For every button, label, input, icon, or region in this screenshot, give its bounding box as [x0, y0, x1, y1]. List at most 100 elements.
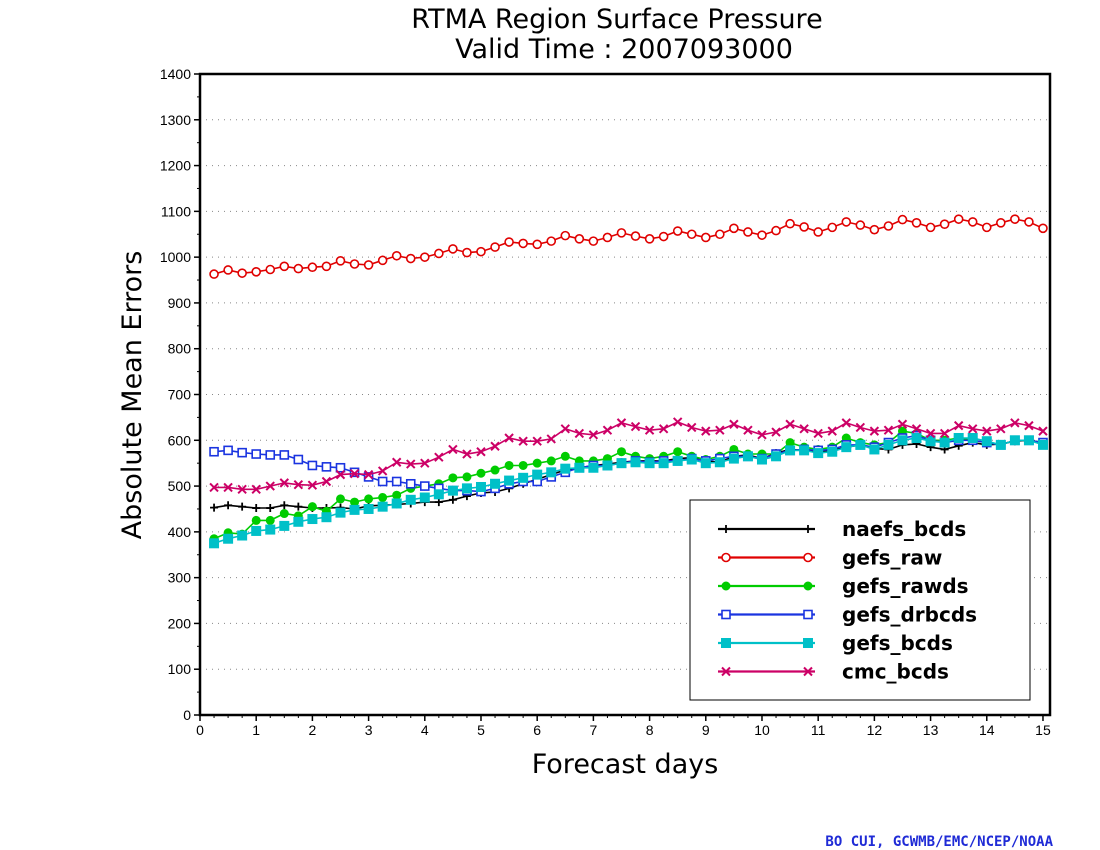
open-circle-marker	[757, 230, 767, 240]
x-marker	[574, 428, 585, 439]
filled-square-marker	[981, 436, 992, 447]
x-marker	[265, 481, 275, 491]
x-marker	[462, 449, 472, 459]
filled-square-marker	[883, 439, 894, 450]
x-tick-label: 6	[533, 722, 541, 738]
y-tick-label: 800	[168, 341, 192, 357]
open-circle-marker	[729, 223, 739, 234]
legend-label: cmc_bcds	[842, 660, 949, 684]
x-tick-label: 10	[754, 722, 770, 738]
open-circle-marker	[574, 234, 585, 244]
x-tick-label: 1	[252, 722, 260, 738]
x-tick-label: 15	[1035, 722, 1051, 738]
open-square-marker	[803, 609, 813, 620]
plus-marker	[804, 525, 812, 533]
x-marker	[1038, 426, 1048, 436]
legend-item: gefs_raw	[718, 546, 942, 570]
y-tick-label: 200	[168, 615, 192, 631]
filled-circle-marker	[364, 494, 374, 504]
plus-marker	[210, 503, 219, 512]
x-marker	[391, 457, 402, 467]
y-tick-label: 1100	[161, 203, 191, 219]
open-circle-marker	[616, 228, 627, 238]
x-tick-label: 13	[923, 722, 939, 738]
x-marker	[223, 482, 233, 493]
filled-square-marker	[532, 469, 543, 480]
filled-square-marker	[349, 504, 360, 515]
filled-square-marker	[279, 520, 290, 531]
open-circle-marker	[672, 226, 683, 236]
open-circle-marker	[996, 218, 1006, 228]
filled-square-marker	[630, 457, 641, 468]
filled-square-marker	[803, 638, 813, 648]
open-circle-marker	[869, 224, 880, 235]
x-marker	[546, 434, 556, 444]
open-circle-marker	[546, 236, 557, 246]
plus-marker	[266, 504, 275, 513]
plus-marker	[722, 525, 730, 533]
open-circle-marker	[251, 266, 261, 277]
x-tick-label: 9	[702, 722, 710, 738]
open-square-marker	[223, 445, 233, 456]
x-marker	[237, 484, 247, 494]
open-circle-marker	[279, 261, 290, 272]
open-square-marker	[321, 462, 332, 472]
plus-marker	[252, 504, 261, 513]
open-circle-marker	[419, 252, 430, 262]
open-circle-marker	[349, 259, 360, 269]
filled-circle-marker	[378, 493, 388, 503]
filled-square-marker	[841, 442, 852, 453]
filled-square-marker	[714, 457, 725, 468]
filled-square-marker	[363, 503, 374, 514]
x-marker	[785, 419, 795, 429]
filled-square-marker	[644, 458, 655, 469]
open-circle-marker	[897, 214, 908, 225]
y-tick-label: 300	[168, 570, 192, 586]
open-circle-marker	[925, 222, 936, 233]
filled-square-marker	[658, 458, 669, 469]
x-tick-label: 7	[589, 722, 597, 738]
open-square-marker	[721, 609, 731, 620]
series-line	[213, 218, 1044, 275]
open-circle-marker	[335, 256, 346, 266]
y-tick-label: 900	[168, 295, 192, 311]
filled-square-marker	[869, 444, 880, 455]
filled-square-marker	[419, 492, 430, 503]
open-circle-marker	[223, 265, 233, 275]
open-square-marker	[279, 450, 290, 460]
filled-circle-marker	[532, 458, 542, 468]
x-marker	[757, 430, 767, 440]
filled-square-marker	[1023, 435, 1034, 446]
x-marker	[448, 444, 458, 455]
filled-square-marker	[995, 439, 1006, 450]
filled-square-marker	[1037, 439, 1048, 450]
open-circle-marker	[518, 238, 528, 249]
filled-square-marker	[560, 463, 571, 474]
open-circle-marker	[644, 234, 655, 244]
x-marker	[251, 484, 261, 494]
x-marker	[743, 425, 753, 435]
x-marker	[771, 427, 781, 437]
legend-label: naefs_bcds	[842, 517, 966, 541]
filled-square-marker	[827, 446, 838, 457]
open-circle-marker	[588, 236, 599, 246]
credit-text: BO CUI, GCWMB/EMC/NCEP/NOAA	[825, 834, 1053, 850]
open-square-marker	[377, 476, 388, 487]
y-axis: 0 100 200 300 400 500 600 700 800 900 1000 1100 1200…	[160, 66, 200, 723]
series-gefs-bcds	[209, 432, 1048, 549]
open-square-marker	[209, 446, 219, 457]
series-cmc-bcds	[209, 417, 1048, 494]
open-circle-marker	[939, 219, 950, 229]
open-circle-marker	[1010, 214, 1020, 224]
filled-square-marker	[799, 445, 810, 456]
filled-circle-marker	[392, 490, 402, 500]
open-circle-marker	[265, 264, 276, 275]
open-circle-marker	[803, 552, 813, 563]
x-marker	[701, 426, 711, 436]
x-marker	[939, 428, 950, 439]
filled-circle-marker	[504, 460, 514, 470]
open-circle-marker	[841, 217, 852, 227]
y-tick-label: 0	[183, 707, 191, 723]
open-circle-marker	[813, 227, 823, 237]
